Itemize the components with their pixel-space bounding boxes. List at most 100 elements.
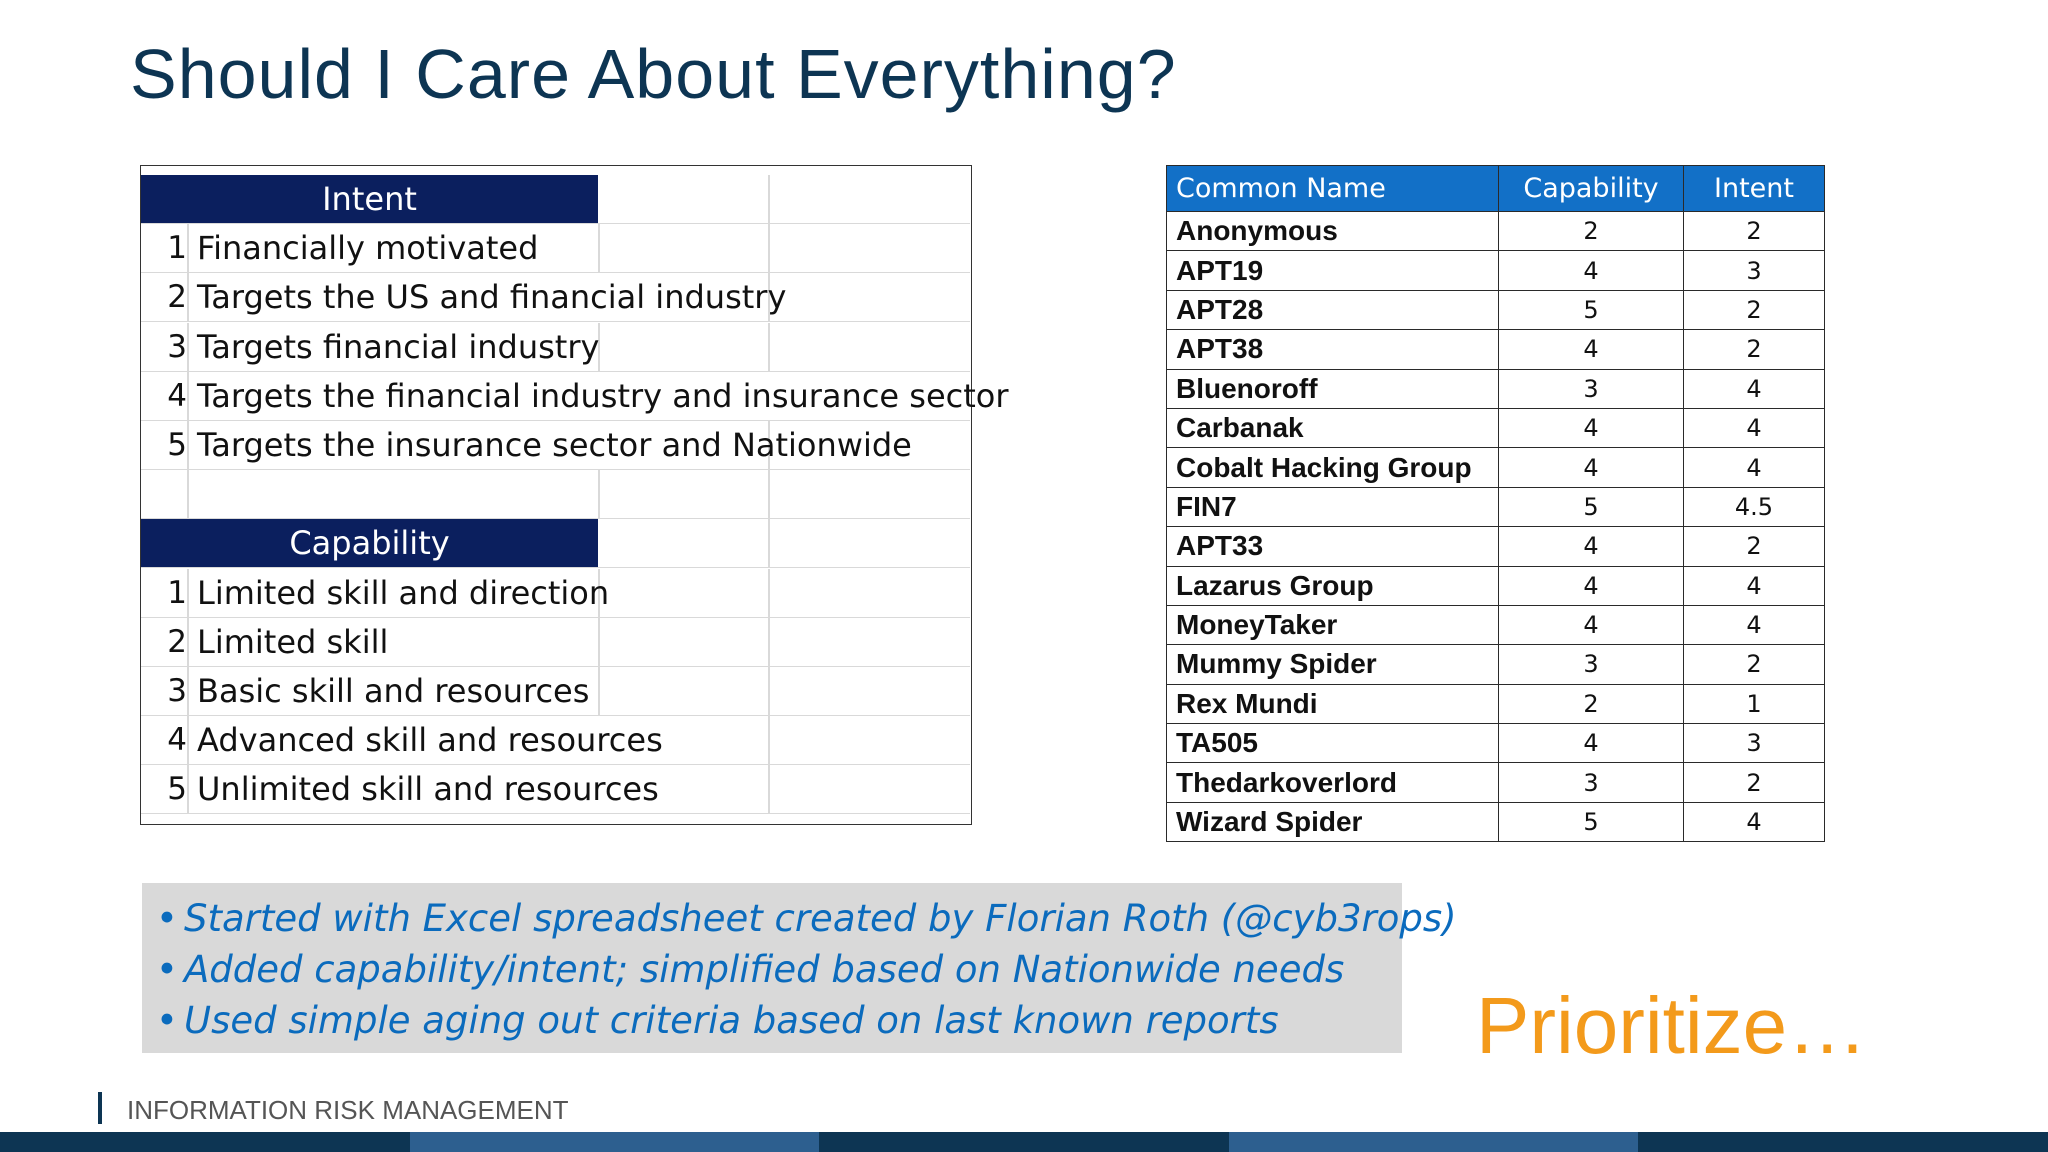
grid-line (768, 224, 770, 273)
capability-score: 2 (1498, 683, 1684, 725)
row-number: 2 (167, 279, 187, 316)
note-item: • Started with Excel spreadsheet created … (156, 893, 1457, 944)
intent-score: 3 (1683, 723, 1825, 764)
intent-score: 4.5 (1683, 486, 1825, 528)
intent-score: 4 (1683, 407, 1825, 449)
grid-line (187, 765, 189, 814)
bullet-icon: • (156, 948, 178, 991)
table-row: 2 Targets the US and financial industry (141, 273, 970, 323)
grid-line (187, 273, 189, 322)
actor-name: TA505 (1166, 723, 1499, 764)
capability-score: 4 (1498, 723, 1684, 764)
intent-score: 4 (1683, 801, 1825, 843)
row-number: 3 (167, 328, 187, 365)
actor-name: APT19 (1166, 250, 1499, 291)
capability-score: 3 (1498, 762, 1684, 803)
table-row: APT28 5 2 (1166, 289, 1825, 331)
table-row: TA505 4 3 (1166, 723, 1825, 764)
bottom-color-strip (0, 1132, 2048, 1152)
row-number: 4 (167, 377, 187, 414)
grid-line (598, 224, 600, 273)
capability-score: 2 (1498, 210, 1684, 252)
table-row: Thedarkoverlord 3 2 (1166, 762, 1825, 803)
strip-segment (409, 1132, 820, 1152)
actor-name: Lazarus Group (1166, 565, 1499, 606)
footer-divider (98, 1092, 102, 1124)
table-row: Carbanak 4 4 (1166, 407, 1825, 449)
capability-score: 4 (1498, 526, 1684, 567)
strip-segment (819, 1132, 1229, 1152)
row-number: 5 (167, 771, 187, 808)
actor-name: Wizard Spider (1166, 801, 1499, 843)
actor-name: Thedarkoverlord (1166, 762, 1499, 803)
column-header-common-name: Common Name (1166, 165, 1499, 212)
row-description: Advanced skill and resources (197, 721, 663, 760)
row-description: Targets the US and financial industry (197, 278, 787, 317)
table-row: 4 Advanced skill and resources (141, 716, 970, 766)
row-number: 5 (167, 427, 187, 463)
table-row: Cobalt Hacking Group 4 4 (1166, 447, 1825, 488)
capability-score: 4 (1498, 565, 1684, 606)
strip-segment (0, 1132, 410, 1152)
table-row: 1 Financially motivated (141, 224, 970, 274)
threat-actor-table: Common Name Capability Intent Anonymous 2… (1166, 165, 1825, 843)
row-number: 1 (167, 574, 187, 611)
note-item: • Added capability/intent; simplified bas… (156, 944, 1402, 995)
bullet-icon: • (156, 999, 178, 1042)
intent-score: 3 (1683, 250, 1825, 291)
table-row: 1 Limited skill and direction (141, 568, 970, 618)
grid-line (598, 322, 600, 371)
note-text: Added capability/intent; simplified base… (184, 948, 1345, 991)
capability-header: Capability (141, 519, 598, 568)
table-row: Wizard Spider 5 4 (1166, 801, 1825, 843)
table-row: Anonymous 2 2 (1166, 210, 1825, 252)
capability-score: 3 (1498, 368, 1684, 409)
capability-score: 5 (1498, 486, 1684, 528)
row-description: Targets the financial industry and insur… (197, 376, 1009, 415)
note-text: Started with Excel spreadsheet created b… (184, 897, 1457, 940)
actor-name: Bluenoroff (1166, 368, 1499, 409)
intent-score: 2 (1683, 762, 1825, 803)
intent-score: 4 (1683, 368, 1825, 409)
intent-capability-sheet: Intent 1 Financially motivated 2 Targets the… (140, 165, 1009, 825)
bullet-icon: • (156, 897, 178, 940)
row-number: 3 (167, 673, 187, 709)
notes-box: • Started with Excel spreadsheet created … (142, 883, 1457, 1053)
grid-line (598, 568, 600, 617)
actor-name: Carbanak (1166, 407, 1499, 449)
actor-name: Rex Mundi (1166, 683, 1499, 725)
grid-line (598, 617, 600, 666)
grid-line (187, 470, 189, 519)
table-row: Lazarus Group 4 4 (1166, 565, 1825, 606)
row-description: Limited skill and direction (197, 573, 610, 612)
footer-label: INFORMATION RISK MANAGEMENT (127, 1095, 569, 1125)
table-row: MoneyTaker 4 4 (1166, 604, 1825, 646)
table-row: FIN7 5 4.5 (1166, 486, 1825, 528)
table-row: 2 Limited skill (141, 617, 970, 667)
capability-score: 4 (1498, 604, 1684, 646)
row-description: Targets the insurance sector and Nationw… (197, 426, 912, 464)
actor-name: Cobalt Hacking Group (1166, 447, 1499, 488)
table-row: 4 Targets the financial industry and insu… (141, 371, 1009, 421)
row-number: 1 (167, 230, 187, 267)
actor-name: APT33 (1166, 526, 1499, 567)
table-row: Rex Mundi 2 1 (1166, 683, 1825, 725)
actor-name: Anonymous (1166, 210, 1499, 252)
grid-line (768, 421, 770, 469)
strip-segment (1638, 1132, 2048, 1152)
row-description: Targets financial industry (197, 327, 600, 366)
intent-score: 2 (1683, 289, 1825, 331)
strip-segment (1228, 1132, 1639, 1152)
column-header-intent: Intent (1683, 165, 1825, 212)
note-text: Used simple aging out criteria based on … (184, 999, 1279, 1042)
capability-header-row: Capability (141, 519, 970, 569)
grid-line (768, 519, 770, 568)
actor-name: APT38 (1166, 329, 1499, 370)
intent-score: 4 (1683, 604, 1825, 646)
row-description: Unlimited skill and resources (197, 770, 659, 809)
grid-line (598, 667, 600, 715)
column-header-capability: Capability (1498, 165, 1684, 212)
grid-line (768, 765, 770, 814)
actor-name: APT28 (1166, 289, 1499, 331)
intent-header: Intent (141, 175, 598, 223)
